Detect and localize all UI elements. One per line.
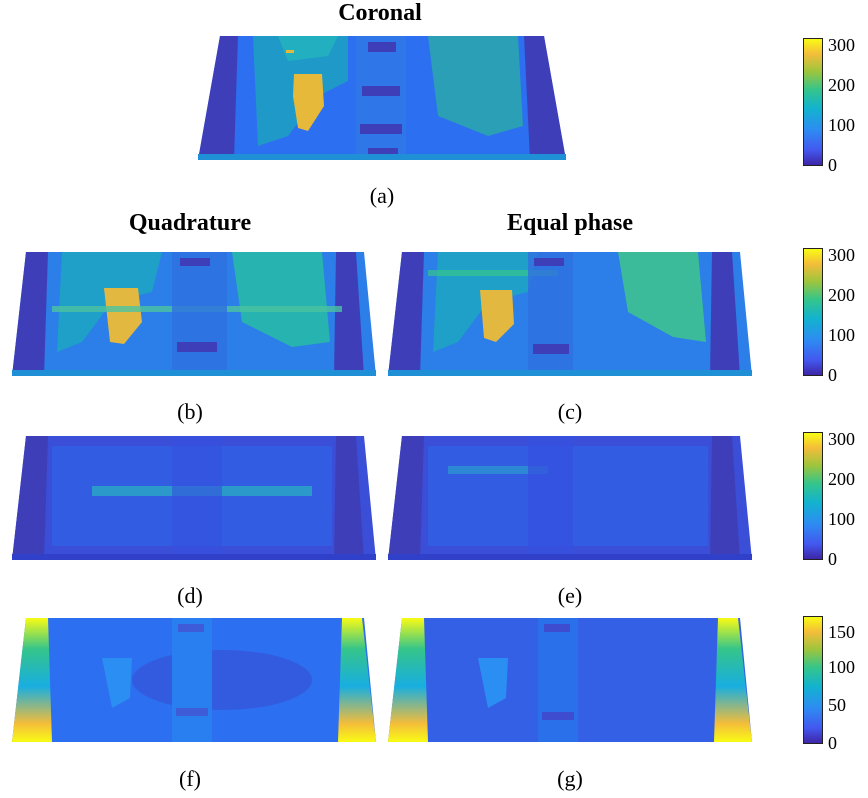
caption-a: (a)	[369, 183, 395, 208]
colorbar-bc	[803, 248, 823, 376]
title-quadrature: Quadrature	[128, 210, 252, 236]
colorbar-a-tick-100: 100	[828, 115, 855, 135]
colorbar-de-tick-100: 100	[828, 509, 855, 529]
colorbar-fg-tick-0: 0	[828, 733, 837, 753]
colorbar-a	[803, 38, 823, 166]
colorbar-de	[803, 432, 823, 560]
colorbar-bc-tick-100: 100	[828, 325, 855, 345]
caption-d: (d)	[177, 583, 203, 608]
colorbar-de-tick-200: 200	[828, 469, 855, 489]
panel-d-quadrature-error-map	[12, 436, 376, 560]
colorbar-fg-tick-50: 50	[828, 695, 846, 715]
caption-f: (f)	[179, 766, 201, 791]
caption-g: (g)	[557, 766, 583, 791]
colorbar-de-tick-0: 0	[828, 549, 837, 569]
title-equal-phase: Equal phase	[506, 210, 634, 236]
panel-c-equal-phase-map	[388, 252, 752, 376]
panel-b-quadrature-map	[12, 252, 376, 376]
caption-b: (b)	[177, 399, 203, 424]
caption-c: (c)	[557, 399, 583, 424]
colorbar-bc-tick-200: 200	[828, 285, 855, 305]
colorbar-a-tick-200: 200	[828, 75, 855, 95]
colorbar-de-tick-300: 300	[828, 429, 855, 449]
colorbar-fg	[803, 616, 823, 744]
caption-e: (e)	[557, 583, 583, 608]
colorbar-a-tick-0: 0	[828, 155, 837, 175]
colorbar-bc-tick-0: 0	[828, 365, 837, 385]
colorbar-fg-tick-100: 100	[828, 657, 855, 677]
title-coronal: Coronal	[338, 0, 422, 26]
panel-g-equal-phase-b1-map	[388, 618, 752, 742]
panel-a-coronal-map	[198, 36, 566, 160]
colorbar-fg-tick-150: 150	[828, 622, 855, 642]
colorbar-a-tick-300: 300	[828, 35, 855, 55]
panel-f-quadrature-b1-map	[12, 618, 376, 742]
panel-e-equal-phase-error-map	[388, 436, 752, 560]
colorbar-bc-tick-300: 300	[828, 245, 855, 265]
